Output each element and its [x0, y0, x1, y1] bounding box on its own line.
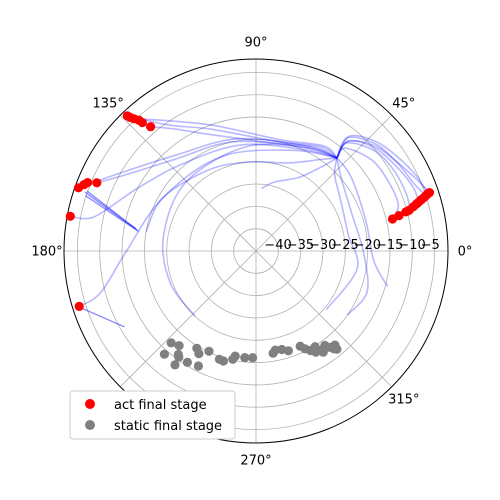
theta-tick-label: 270° [240, 454, 271, 469]
act-final-point [92, 178, 102, 188]
r-tick-label: −20 [354, 238, 381, 253]
scatter-points [65, 111, 435, 371]
trajectory-segment [84, 191, 138, 231]
static-final-point [182, 357, 192, 367]
theta-gridline [255, 250, 393, 388]
static-final-point [248, 353, 258, 363]
static-final-point [170, 360, 180, 370]
trajectory-segment [86, 190, 137, 230]
trajectory-lines [70, 115, 431, 328]
trajectory-line [336, 157, 369, 316]
trajectory-line [145, 157, 337, 232]
trajectory-line [261, 157, 338, 190]
trajectory-line [78, 137, 338, 189]
static-final-point [330, 340, 340, 350]
trajectory-line [336, 141, 410, 211]
polar-spine [63, 58, 449, 444]
act-final-point [387, 214, 398, 224]
act-final-point [401, 207, 411, 217]
r-tick-label: −35 [287, 238, 314, 253]
act-final-point [137, 118, 147, 128]
static-final-point [174, 341, 184, 351]
trajectory-line [70, 143, 338, 220]
act-final-point [83, 178, 93, 188]
act-final-point [146, 122, 156, 132]
theta-gridline [119, 250, 257, 388]
static-final-point [166, 338, 176, 348]
legend: act final stage static final stage [69, 390, 236, 440]
theta-tick-label: 90° [244, 36, 267, 51]
trajectory-line [336, 139, 420, 203]
trajectory-line [127, 115, 338, 159]
legend-label-static: static final stage [114, 419, 222, 434]
static-final-point [204, 346, 214, 356]
trajectory-segment [84, 194, 139, 232]
trajectory-line [336, 139, 431, 194]
theta-gridline [119, 114, 257, 252]
r-tick-label: −10 [398, 238, 425, 253]
legend-label-act: act final stage [114, 398, 207, 413]
static-final-point [174, 352, 184, 362]
legend-marker-act [85, 399, 95, 409]
act-final-point [74, 301, 84, 311]
legend-marker-static [85, 420, 95, 430]
trajectory-line [336, 136, 427, 197]
trajectory-segment [80, 307, 125, 328]
theta-tick-label: 0° [458, 245, 473, 260]
act-final-point [65, 211, 75, 221]
theta-tick-label: 180° [31, 245, 62, 260]
trajectory-line [336, 157, 389, 287]
trajectory-line [336, 147, 400, 220]
theta-tick-label: 135° [93, 97, 124, 112]
trajectory-line [325, 157, 359, 311]
theta-tick-label: 45° [392, 97, 415, 112]
trajectory-line [133, 118, 338, 159]
trajectory-line [96, 140, 338, 184]
trajectory-line [150, 125, 338, 159]
polar-grid [63, 58, 449, 444]
static-final-point [193, 361, 203, 371]
trajectory-line [161, 143, 338, 317]
static-final-point [240, 353, 250, 363]
r-tick-label: −15 [376, 238, 403, 253]
theta-gridline [255, 114, 393, 252]
r-tick-label: −5 [421, 238, 440, 253]
static-final-point [159, 349, 169, 359]
static-final-point [310, 342, 320, 352]
r-tick-label: −25 [331, 238, 358, 253]
trajectory-line [78, 149, 338, 308]
r-tick-label: −30 [309, 238, 336, 253]
static-final-point [230, 351, 240, 361]
static-final-point [283, 346, 293, 356]
legend-box [69, 390, 236, 440]
static-final-point [194, 349, 204, 359]
trajectory-line [336, 134, 429, 195]
theta-tick-label: 315° [388, 392, 419, 407]
r-tick-label: −40 [264, 238, 291, 253]
static-final-point [218, 356, 228, 366]
